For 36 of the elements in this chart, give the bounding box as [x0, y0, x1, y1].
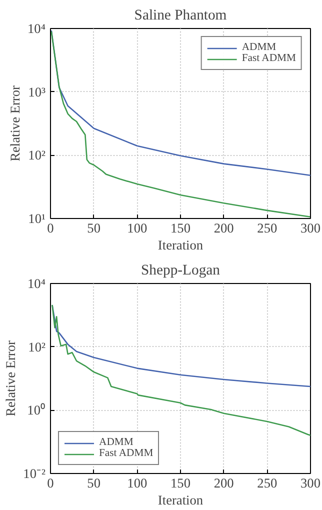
y-tick-label: 10¹	[28, 211, 46, 226]
y-tick-label: 10⁰	[27, 402, 46, 418]
line-series	[50, 30, 310, 176]
x-tick-label: 50	[87, 476, 101, 490]
x-tick-label: 0	[47, 476, 54, 490]
x-tick-label: 0	[47, 220, 54, 236]
legend-label: ADMM	[242, 42, 276, 53]
line-series	[52, 304, 310, 436]
x-tick-label: 250	[257, 220, 278, 236]
line-series	[52, 304, 310, 388]
y-tick-label: 10⁴	[28, 21, 46, 36]
x-tick-label: 150	[170, 476, 191, 490]
chart-title: Shepp-Logan	[141, 262, 221, 278]
x-axis-title: Iteration	[158, 492, 204, 508]
y-tick-label: 10³	[28, 84, 46, 100]
y-tick-label: 10²	[28, 148, 46, 163]
line-series	[50, 30, 310, 218]
y-tick-label: 10⁻²	[23, 466, 46, 481]
x-tick-label: 100	[127, 220, 148, 236]
x-tick-label: 50	[87, 220, 101, 236]
x-axis-title: Iteration	[158, 238, 204, 252]
x-tick-label: 250	[257, 476, 278, 490]
x-tick-label: 300	[300, 220, 321, 236]
y-axis-title: Relative Error	[8, 85, 23, 162]
x-tick-label: 100	[127, 476, 148, 490]
x-tick-label: 150	[170, 220, 191, 236]
y-tick-label: 10⁴	[28, 276, 46, 291]
chart-title: Saline Phantom	[134, 8, 228, 24]
legend-label: Fast ADMM	[242, 53, 296, 64]
legend-label: Fast ADMM	[99, 448, 154, 459]
x-tick-label: 200	[214, 476, 234, 490]
x-tick-label: 200	[214, 220, 234, 236]
y-tick-label: 10²	[28, 339, 46, 354]
x-tick-label: 300	[300, 476, 321, 490]
legend-label: ADMM	[99, 437, 134, 448]
y-axis-title: Relative Error	[3, 340, 18, 416]
